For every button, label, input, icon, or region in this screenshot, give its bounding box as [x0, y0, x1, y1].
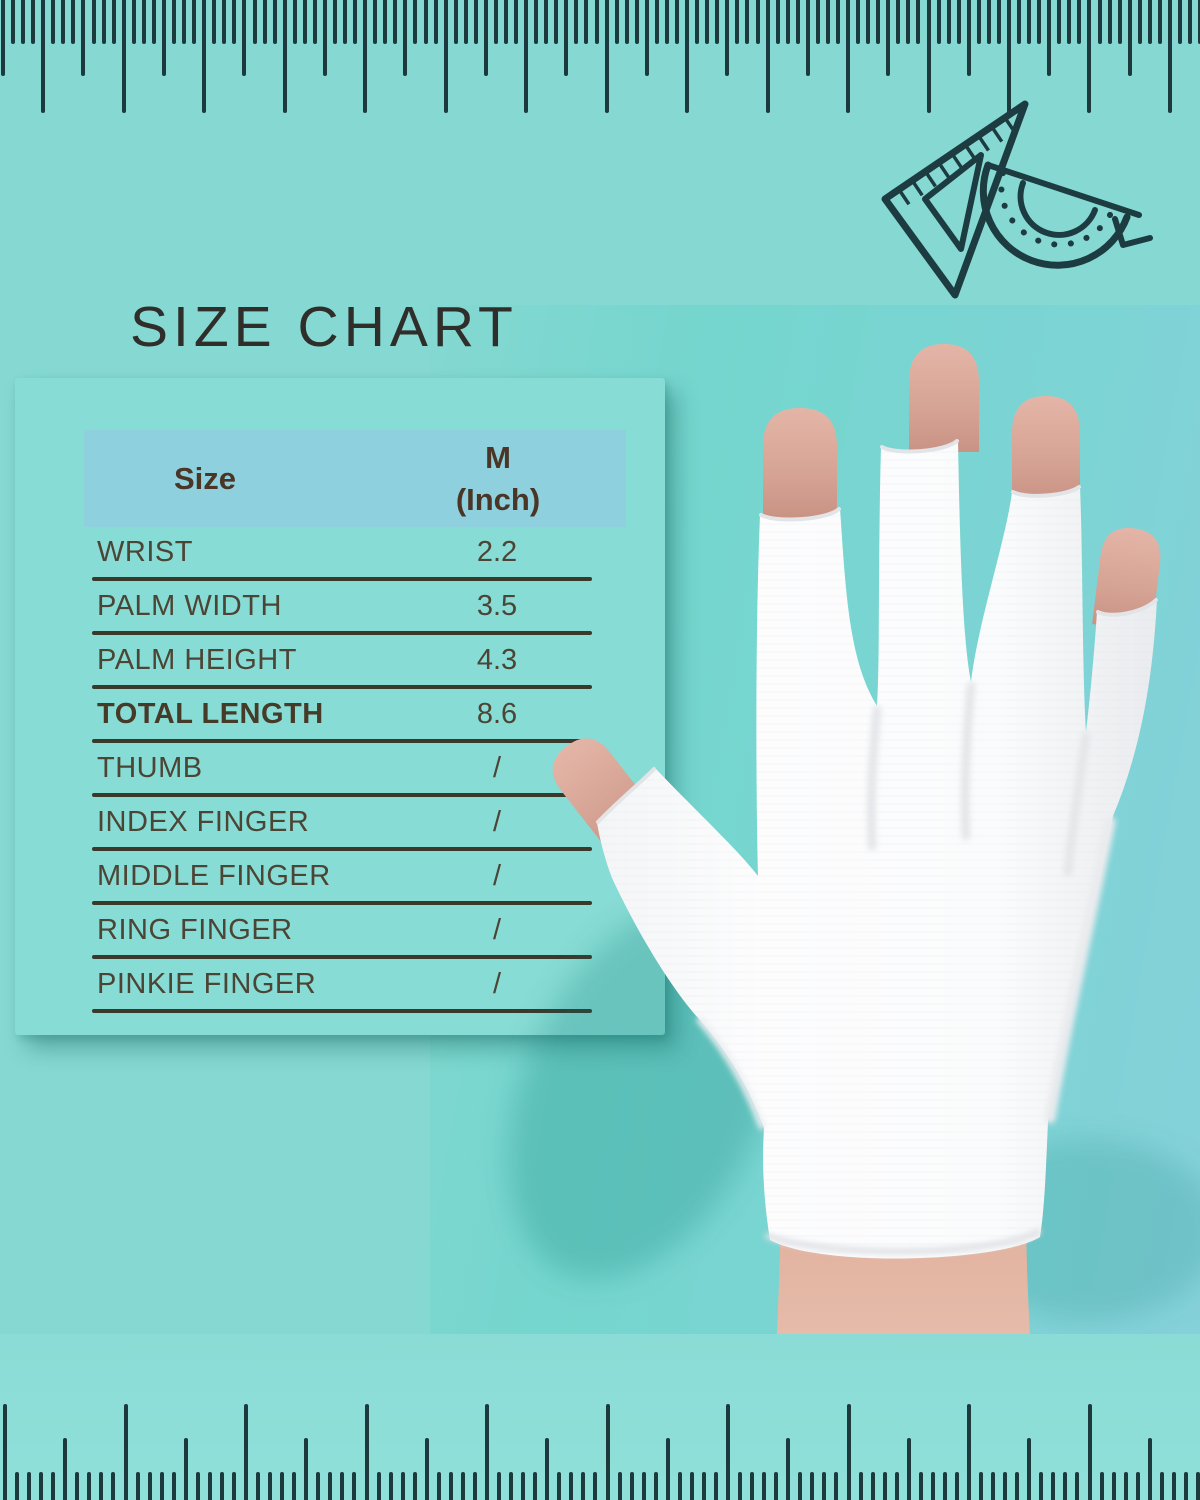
- page-title: SIZE CHART: [130, 295, 518, 359]
- table-row: THUMB /: [15, 743, 665, 797]
- table-row: PALM WIDTH 3.5: [15, 581, 665, 635]
- column-header-size: Size: [173, 460, 237, 496]
- row-divider: [92, 1009, 592, 1013]
- row-value: /: [492, 913, 502, 946]
- table-row: MIDDLE FINGER /: [15, 851, 665, 905]
- row-value: 3.5: [476, 589, 518, 622]
- bottom-ruler-icon: [0, 1334, 1200, 1500]
- row-label: TOTAL LENGTH: [97, 697, 324, 730]
- set-square-protractor-icon: [881, 100, 1153, 299]
- row-value: 8.6: [476, 697, 518, 730]
- row-value: /: [492, 859, 502, 892]
- table-row: RING FINGER /: [15, 905, 665, 959]
- table-row: WRIST 2.2: [15, 527, 665, 581]
- row-value: 4.3: [476, 643, 518, 676]
- row-divider: [92, 685, 592, 689]
- row-divider: [92, 901, 592, 905]
- column-header-inch: (Inch): [455, 481, 541, 517]
- row-label: PALM HEIGHT: [97, 643, 297, 676]
- row-divider: [92, 793, 592, 797]
- glove-hand-photo: [508, 344, 1200, 1334]
- row-value: /: [492, 751, 502, 784]
- row-divider: [92, 631, 592, 635]
- size-table-rows: WRIST 2.2 PALM WIDTH 3.5 PALM HEIGHT 4.3 TO…: [15, 527, 665, 1013]
- row-divider: [92, 739, 592, 743]
- table-row-total-length: TOTAL LENGTH 8.6: [15, 689, 665, 743]
- fingerless-glove: [596, 439, 1158, 1259]
- row-label: PINKIE FINGER: [97, 967, 317, 1000]
- row-divider: [92, 577, 592, 581]
- row-label: INDEX FINGER: [97, 805, 310, 838]
- row-label: THUMB: [97, 751, 203, 784]
- size-chart-card: Size M (Inch) WRIST 2.2 PALM WIDTH 3.5 PAL…: [15, 378, 665, 1035]
- table-row: PINKIE FINGER /: [15, 959, 665, 1013]
- row-label: WRIST: [97, 535, 193, 568]
- table-row: PALM HEIGHT 4.3: [15, 635, 665, 689]
- table-header-band: Size M (Inch): [84, 430, 626, 527]
- row-value: /: [492, 805, 502, 838]
- table-row: INDEX FINGER /: [15, 797, 665, 851]
- column-header-m-inch: M (Inch): [370, 430, 626, 527]
- row-label: RING FINGER: [97, 913, 293, 946]
- column-header-m: M: [485, 439, 511, 475]
- row-divider: [92, 847, 592, 851]
- row-value: 2.2: [476, 535, 518, 568]
- row-divider: [92, 955, 592, 959]
- row-value: /: [492, 967, 502, 1000]
- row-label: PALM WIDTH: [97, 589, 282, 622]
- row-label: MIDDLE FINGER: [97, 859, 331, 892]
